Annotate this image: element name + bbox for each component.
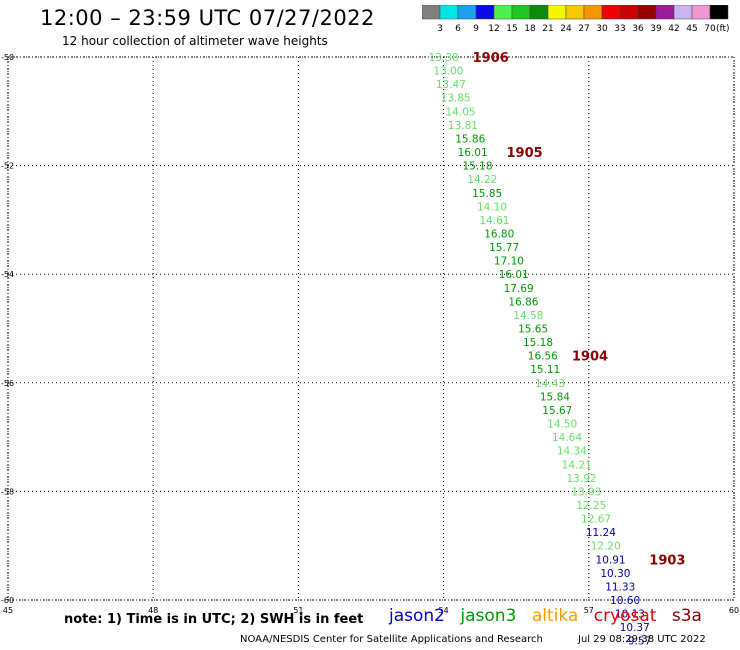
- colorbar-label: 33: [614, 24, 625, 34]
- swh-value-label: 15.18: [462, 161, 492, 173]
- lat-tick-label: -60: [1, 596, 14, 605]
- swh-value-label: 15.18: [523, 337, 553, 349]
- swh-value-label: 17.69: [504, 283, 534, 295]
- lon-tick-label: 45: [3, 606, 13, 615]
- swh-value-label: 12.67: [581, 514, 611, 526]
- swh-value-label: 14.64: [552, 432, 582, 444]
- colorbar-label: 24: [560, 24, 572, 34]
- colorbar-label: 3: [437, 24, 443, 34]
- colorbar-unit: (ft): [716, 24, 730, 34]
- swh-value-label: 15.11: [530, 364, 560, 376]
- legend-altika: altika: [531, 606, 579, 626]
- swh-value-label: 14.05: [446, 106, 476, 118]
- swh-value-label: 16.86: [508, 296, 538, 308]
- swh-value-label: 10.30: [600, 568, 630, 580]
- colorbar-label: 6: [455, 24, 461, 34]
- swh-value-label: 15.65: [518, 324, 548, 336]
- colorbar-label: 70: [704, 24, 716, 34]
- time-label: 1904: [572, 350, 608, 365]
- legend-jason3: jason3: [460, 606, 517, 626]
- swh-value-label: 12.25: [576, 500, 606, 512]
- colorbar-label: 30: [596, 24, 608, 34]
- swh-value-label: 12.20: [591, 541, 621, 553]
- swh-value-label: 17.10: [494, 256, 524, 268]
- lon-tick-label: 48: [148, 606, 158, 615]
- swh-value-label: 15.77: [489, 242, 519, 254]
- colorbar-label: 18: [524, 24, 536, 34]
- colorbar-label: 9: [473, 24, 479, 34]
- page-title: 12:00 – 23:59 UTC 07/27/2022: [40, 6, 375, 30]
- swh-value-label: 16.01: [458, 147, 488, 159]
- swh-value-label: 14.22: [467, 174, 497, 186]
- colorbar-label: 15: [506, 24, 517, 34]
- lon-tick-label: 60: [729, 606, 739, 615]
- time-label: 1903: [649, 553, 685, 568]
- lat-tick-label: -58: [1, 487, 14, 496]
- colorbar-label: 45: [686, 24, 697, 34]
- colorbar-label: 36: [632, 24, 644, 34]
- swh-value-label: 14.21: [562, 459, 592, 471]
- lat-tick-label: -54: [1, 270, 14, 279]
- footer-timestamp: Jul 29 08:29:38 UTC 2022: [578, 634, 706, 645]
- colorbar-swatch: [709, 5, 729, 20]
- lat-tick-label: -56: [1, 379, 14, 388]
- time-label: 1905: [507, 146, 543, 161]
- swh-value-label: 16.80: [484, 228, 514, 240]
- colorbar-label: 39: [650, 24, 662, 34]
- footer-credit: NOAA/NESDIS Center for Satellite Applica…: [240, 634, 543, 645]
- colorbar-label: 21: [542, 24, 553, 34]
- swh-value-label: 13.38: [429, 52, 459, 64]
- lat-tick-label: -52: [1, 162, 14, 171]
- page-subtitle: 12 hour collection of altimeter wave hei…: [62, 34, 328, 48]
- swh-value-label: 15.85: [472, 188, 502, 200]
- legend-cryosat: cryosat: [593, 606, 657, 626]
- swh-value-label: 15.84: [540, 391, 570, 403]
- swh-value-label: 15.86: [455, 133, 485, 145]
- map-frame: [7, 56, 735, 601]
- legend-s3a: s3a: [671, 606, 702, 626]
- time-label: 1906: [473, 51, 509, 66]
- swh-value-label: 13.81: [448, 120, 478, 132]
- lat-tick-label: -50: [1, 53, 14, 62]
- swh-value-label: 16.01: [499, 269, 529, 281]
- swh-value-label: 13.85: [441, 93, 471, 105]
- swh-value-label: 13.92: [567, 473, 597, 485]
- swh-value-label: 15.67: [542, 405, 572, 417]
- swh-value-label: 13.47: [436, 79, 466, 91]
- swh-value-label: 11.24: [586, 527, 616, 539]
- swh-value-label: 9.57: [628, 636, 651, 648]
- swh-value-label: 10.13: [615, 609, 645, 621]
- colorbar-label: 12: [488, 24, 499, 34]
- swh-value-label: 10.91: [596, 554, 626, 566]
- legend-jason2: jason2: [389, 606, 445, 626]
- swh-value-label: 14.61: [479, 215, 509, 227]
- colorbar-label: 27: [578, 24, 589, 34]
- swh-value-label: 14.43: [535, 378, 565, 390]
- swh-value-label: 14.34: [557, 446, 587, 458]
- lon-tick-label: 57: [584, 606, 594, 615]
- swh-value-label: 14.58: [513, 310, 543, 322]
- swh-colorbar: 3 6 9 12 15 18 21 24 27 30 33 36 39 42 45 70 (ft): [422, 5, 730, 34]
- lon-tick-label: 51: [293, 606, 303, 615]
- swh-value-label: 10.37: [620, 622, 650, 634]
- swh-value-label: 13.93: [571, 486, 601, 498]
- swh-value-label: 10.60: [610, 595, 640, 607]
- legend-note: note: 1) Time is in UTC; 2) SWH is in fe…: [64, 612, 364, 627]
- satellite-legend: jason2 jason3 altika cryosat s3a: [389, 606, 712, 626]
- swh-value-label: 16.56: [528, 351, 558, 363]
- colorbar-label: 42: [668, 24, 679, 34]
- swh-value-label: 14.50: [547, 419, 577, 431]
- lon-tick-label: 54: [439, 606, 449, 615]
- swh-value-label: 11.33: [605, 581, 635, 593]
- swh-value-label: 13.00: [433, 66, 463, 78]
- swh-value-label: 14.10: [477, 201, 507, 213]
